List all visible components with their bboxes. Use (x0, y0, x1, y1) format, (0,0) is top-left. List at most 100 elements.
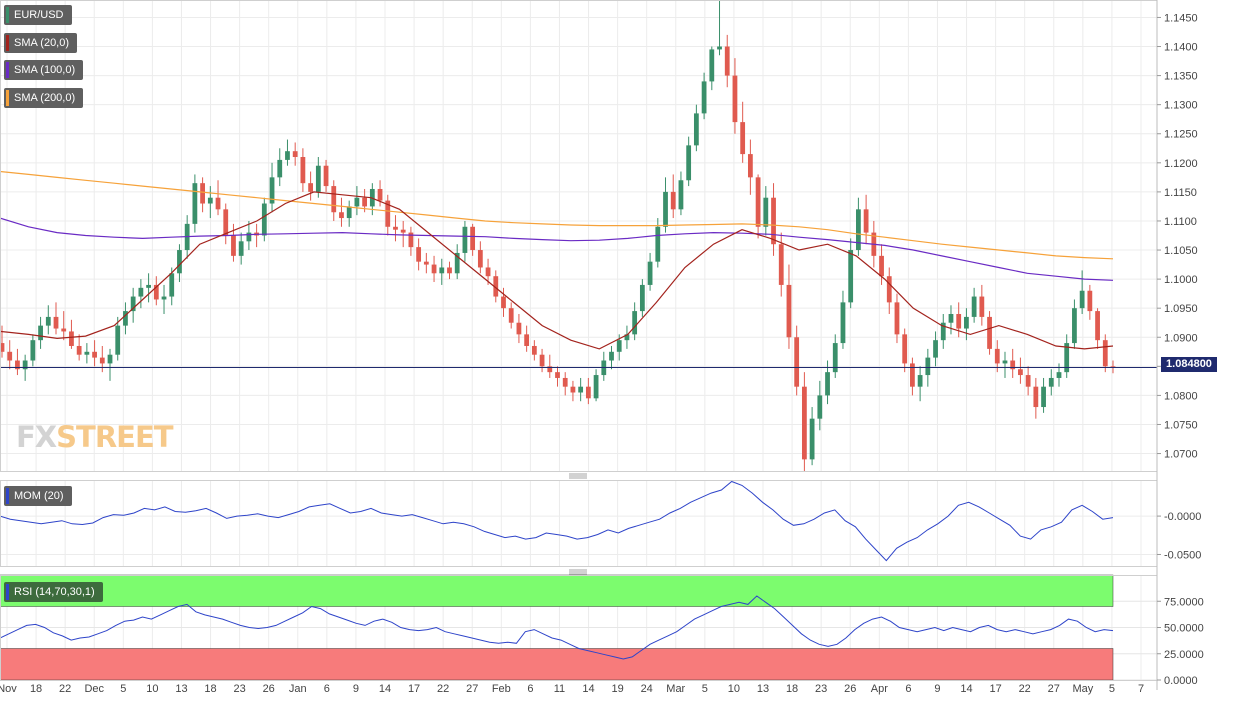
x-tick-label: 6 (905, 683, 911, 695)
price-y-tick: 1.0800 (1164, 390, 1198, 402)
bear-candle (485, 267, 491, 277)
bear-candle (747, 154, 753, 178)
bear-candle (778, 244, 784, 285)
x-tick-label: 24 (641, 683, 653, 695)
bear-candle (323, 165, 329, 187)
bull-candle (277, 159, 283, 178)
bear-candle (447, 267, 452, 274)
bull-candle (439, 267, 445, 274)
legend-sma100[interactable]: SMA (100,0) (4, 60, 84, 80)
legend-sma200[interactable]: SMA (200,0) (4, 88, 84, 108)
bear-candle (223, 209, 229, 236)
bull-candle (1041, 386, 1046, 408)
x-tick-label: 22 (437, 683, 449, 695)
fxstreet-logo: FXSTREET (16, 420, 174, 454)
rsi-overbought-zone (0, 574, 1114, 607)
legend-sma20[interactable]: SMA (20,0) (4, 33, 78, 53)
bull-candle (346, 206, 352, 219)
bull-candle (138, 287, 144, 297)
bear-candle (339, 212, 344, 219)
bull-candle (454, 252, 460, 274)
x-tick-label: 18 (30, 683, 42, 695)
bear-candle (76, 345, 82, 355)
bull-candle (261, 203, 267, 236)
current-price-label: 1.084800 (1161, 357, 1217, 372)
bear-candle (724, 46, 730, 76)
bull-candle (971, 296, 977, 317)
bull-candle (948, 314, 954, 323)
bear-candle (408, 232, 414, 248)
bear-candle (786, 284, 792, 338)
bear-candle (400, 229, 406, 233)
legend-mom[interactable]: MOM (20) (4, 486, 72, 506)
x-tick-label: Feb (492, 683, 511, 695)
x-tick-label: 27 (1048, 683, 1060, 695)
bull-candle (663, 191, 668, 227)
bear-candle (894, 302, 900, 335)
bear-candle (1110, 366, 1116, 368)
bull-candle (107, 354, 113, 364)
bull-candle (701, 81, 707, 114)
x-tick-label: 18 (204, 683, 216, 695)
mom-line (0, 480, 1114, 562)
legend-rsi[interactable]: RSI (14,70,30,1) (4, 582, 103, 602)
x-tick-label: 13 (175, 683, 187, 695)
x-tick-label: Dec (84, 683, 104, 695)
bear-candle (994, 348, 1000, 364)
legend-symbol[interactable]: EUR/USD (4, 5, 72, 25)
bull-candle (84, 351, 90, 355)
rsi-y-tick: 75.0000 (1164, 596, 1204, 608)
bull-candle (123, 311, 128, 326)
price-y-tick: 1.1400 (1164, 42, 1198, 54)
mom-y-tick: -0.0000 (1164, 511, 1201, 523)
bull-candle (238, 241, 244, 256)
price-y-tick: 1.1100 (1164, 216, 1197, 228)
x-tick-label: 26 (263, 683, 275, 695)
bear-candle (92, 351, 97, 358)
bull-candle (1079, 290, 1085, 309)
bear-candle (215, 197, 221, 210)
bear-candle (879, 255, 884, 277)
bull-candle (925, 357, 931, 376)
bear-candle (910, 363, 915, 387)
bear-candle (331, 186, 337, 213)
bear-candle (153, 284, 159, 300)
bear-candle (15, 360, 20, 370)
bull-candle (462, 226, 468, 253)
x-tick-label: 17 (408, 683, 420, 695)
x-tick-label: 17 (989, 683, 1001, 695)
bear-candle (539, 354, 545, 367)
bull-candle (624, 334, 630, 341)
bull-candle (130, 296, 136, 312)
price-y-tick: 1.1300 (1164, 100, 1198, 112)
bear-candle (1033, 386, 1039, 408)
bear-candle (431, 264, 437, 274)
bull-candle (30, 340, 36, 361)
bear-candle (902, 334, 908, 364)
bear-candle (200, 183, 205, 204)
bull-candle (192, 183, 198, 224)
price-y-tick: 1.0750 (1164, 419, 1198, 431)
bear-candle (570, 386, 576, 393)
bull-candle (246, 232, 252, 242)
bear-candle (377, 188, 383, 201)
bull-candle (285, 151, 290, 160)
bear-candle (1095, 311, 1100, 341)
bull-candle (315, 165, 321, 192)
x-tick-label: 23 (233, 683, 245, 695)
rsi-oversold-zone (0, 648, 1114, 681)
bull-candle (717, 46, 722, 50)
bear-candle (292, 151, 298, 157)
x-tick-label: May (1072, 683, 1093, 695)
x-tick-label: 22 (59, 683, 71, 695)
bear-candle (987, 316, 992, 349)
bear-candle (547, 366, 553, 373)
x-tick-label: 14 (582, 683, 594, 695)
bull-candle (593, 375, 599, 399)
price-y-tick: 1.0950 (1164, 303, 1198, 315)
rsi-y-tick: 50.0000 (1164, 623, 1204, 635)
bear-candle (69, 331, 74, 346)
bear-candle (863, 209, 869, 233)
bear-candle (1025, 375, 1031, 387)
bear-candle (886, 276, 892, 303)
